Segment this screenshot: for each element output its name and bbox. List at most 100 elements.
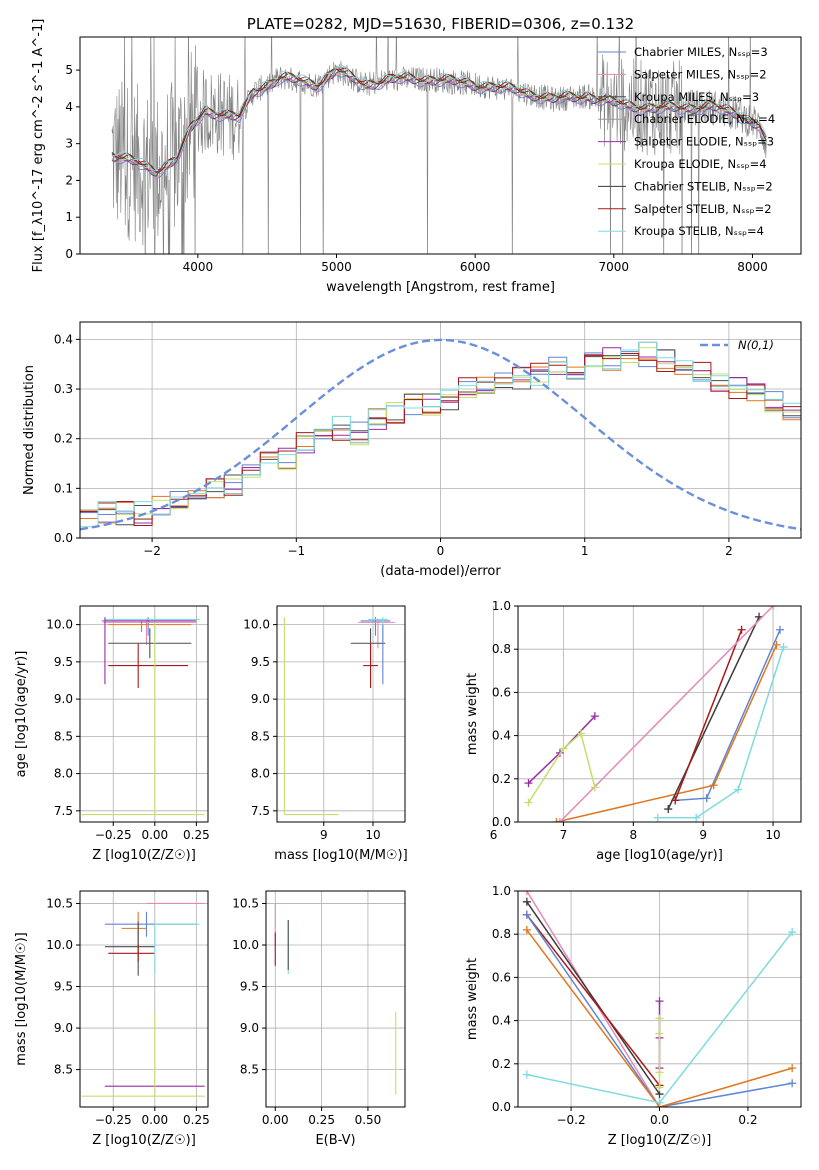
normal-distribution-curve xyxy=(80,338,801,531)
legend-entry: Chabrier ELODIE, Nₛₛₚ=4 xyxy=(634,112,775,126)
legend-entry-name: Kroupa ELODIE, xyxy=(634,157,727,171)
x-tick-label: 0.0 xyxy=(650,1113,669,1127)
error-bar-point xyxy=(283,617,339,816)
error-bars xyxy=(81,902,205,1097)
y-tick-label: 8.0 xyxy=(251,767,270,781)
y-tick-label: 7.5 xyxy=(251,804,270,818)
series-line xyxy=(526,914,793,1107)
y-tick-label: 0.2 xyxy=(54,432,73,446)
data-point-marker xyxy=(590,712,599,721)
y-axis-label: mass [log10(M/M☉)] xyxy=(14,932,29,1065)
data-point-marker xyxy=(734,785,743,794)
data-point-marker xyxy=(522,897,531,906)
x-tick-label: 10 xyxy=(365,828,380,842)
y-tick-label: 0.4 xyxy=(54,332,73,346)
x-tick-label: 8 xyxy=(629,828,637,842)
y-axis-label: mass weight xyxy=(465,958,480,1040)
legend-entry: Kroupa MILES, Nₛₛₚ=3 xyxy=(634,90,759,104)
error-bar-point xyxy=(358,618,396,649)
error-bars xyxy=(274,903,397,1095)
grid xyxy=(277,606,405,822)
data-point-marker xyxy=(655,997,664,1006)
x-tick-label: 1 xyxy=(581,544,589,558)
y-tick-label: 10.0 xyxy=(243,618,270,632)
error-bar-point xyxy=(108,620,192,633)
model-spectrum-line xyxy=(111,67,767,174)
x-tick-label: 2 xyxy=(725,544,733,558)
x-tick-label: 5000 xyxy=(321,260,352,274)
error-bar-point xyxy=(363,643,378,688)
x-tick-label: 10 xyxy=(765,828,780,842)
y-tick-label: 9.5 xyxy=(240,980,259,994)
error-bar-point xyxy=(360,617,391,636)
series-line xyxy=(556,644,778,822)
axes-frame xyxy=(79,890,209,1108)
legend-entry-name: Kroupa STELIB, xyxy=(634,224,725,238)
y-axis-label: mass weight xyxy=(465,673,480,755)
x-tick-label: 0.25 xyxy=(308,1113,335,1127)
y-tick-label: 9.0 xyxy=(251,692,270,706)
y-tick-label: 0.4 xyxy=(492,729,511,743)
weight-vs-metallicity-panel: −0.2 0.0 0.2 0.0 0.2 0.4 0.6 0.8 1.0 Z [log10(Z/Z… xyxy=(465,884,802,1148)
weight-vs-age-panel: 6 7 8 9 10 0.0 0.2 0.4 0.6 0.8 1.0 age [log10(age/y… xyxy=(465,599,802,863)
x-axis-label: mass [log10(M/M☉)] xyxy=(274,848,407,863)
residual-histogram xyxy=(80,341,801,538)
y-tick-label: 10.5 xyxy=(232,896,259,910)
legend-entry: Salpeter ELODIE, Nₛₛₚ=3 xyxy=(634,135,774,149)
y-tick-label: 2 xyxy=(65,173,73,187)
legend-entry-name: Salpeter MILES, xyxy=(634,67,727,81)
y-tick-label: 0.2 xyxy=(492,772,511,786)
y-tick-label: 0.2 xyxy=(492,1057,511,1071)
y-axis-label: age [log10(age/yr)] xyxy=(14,651,29,778)
y-tick-label: 5 xyxy=(65,63,73,77)
x-tick-label: 8000 xyxy=(737,260,768,274)
series-line xyxy=(675,629,781,802)
data-point-marker xyxy=(709,781,718,790)
y-tick-label: 7.5 xyxy=(54,804,73,818)
legend-entry-nssp: Nₛₛₚ=2 xyxy=(727,67,766,81)
data-point-marker xyxy=(655,1029,664,1038)
model-spectra xyxy=(111,65,767,179)
x-axis-label: wavelength [Angstrom, rest frame] xyxy=(326,280,555,295)
axes-frame xyxy=(517,890,802,1108)
x-tick-label: 0.00 xyxy=(141,828,168,842)
y-tick-label: 9.0 xyxy=(54,692,73,706)
residual-histogram xyxy=(80,347,801,538)
y-tick-label: 0.3 xyxy=(54,382,73,396)
x-tick-label: −0.2 xyxy=(556,1113,585,1127)
data-point-marker xyxy=(590,783,599,792)
legend-entry-nssp: Nₛₛₚ=4 xyxy=(725,224,764,238)
x-tick-label: 6000 xyxy=(460,260,491,274)
legend-entry: Chabrier MILES, Nₛₛₚ=3 xyxy=(634,45,768,59)
legend-entry: Salpeter MILES, Nₛₛₚ=2 xyxy=(634,67,767,81)
data-point-marker xyxy=(522,910,531,919)
legend-entry: N(0,1) xyxy=(738,338,774,352)
y-tick-label: 9.5 xyxy=(251,655,270,669)
model-spectrum-line xyxy=(111,68,767,173)
y-tick-label: 9.5 xyxy=(54,655,73,669)
chart-title: PLATE=0282, MJD=51630, FIBERID=0306, z=0… xyxy=(247,15,634,33)
residual-histogram xyxy=(80,342,801,538)
residual-histogram xyxy=(80,355,801,538)
error-bar-point xyxy=(101,617,195,636)
grid xyxy=(80,606,208,822)
plot-area xyxy=(522,891,797,1107)
data-point-marker xyxy=(522,925,531,934)
residuals-panel: −2 −1 0 1 2 0.0 0.1 0.2 0.3 0.4 (data-model)/error… xyxy=(22,321,802,579)
legend-entry-name: Kroupa MILES, xyxy=(634,90,720,104)
data-point-marker xyxy=(692,813,701,822)
plot-area xyxy=(524,606,788,822)
error-bar-point xyxy=(108,945,155,962)
data-point-marker xyxy=(776,625,785,634)
data-point-marker xyxy=(559,744,568,753)
legend-entry: Salpeter STELIB, Nₛₛₚ=2 xyxy=(634,202,772,216)
axes-frame xyxy=(517,605,802,823)
data-point-marker xyxy=(655,1014,664,1023)
legend-entry-nssp: Nₛₛₚ=2 xyxy=(734,179,773,193)
y-tick-label: 0 xyxy=(65,247,73,261)
legend-entry-nssp: Nₛₛₚ=3 xyxy=(729,45,768,59)
x-tick-label: 4000 xyxy=(183,260,214,274)
legend-entry-nssp: Nₛₛₚ=3 xyxy=(720,90,759,104)
x-tick-label: −0.25 xyxy=(95,1113,132,1127)
